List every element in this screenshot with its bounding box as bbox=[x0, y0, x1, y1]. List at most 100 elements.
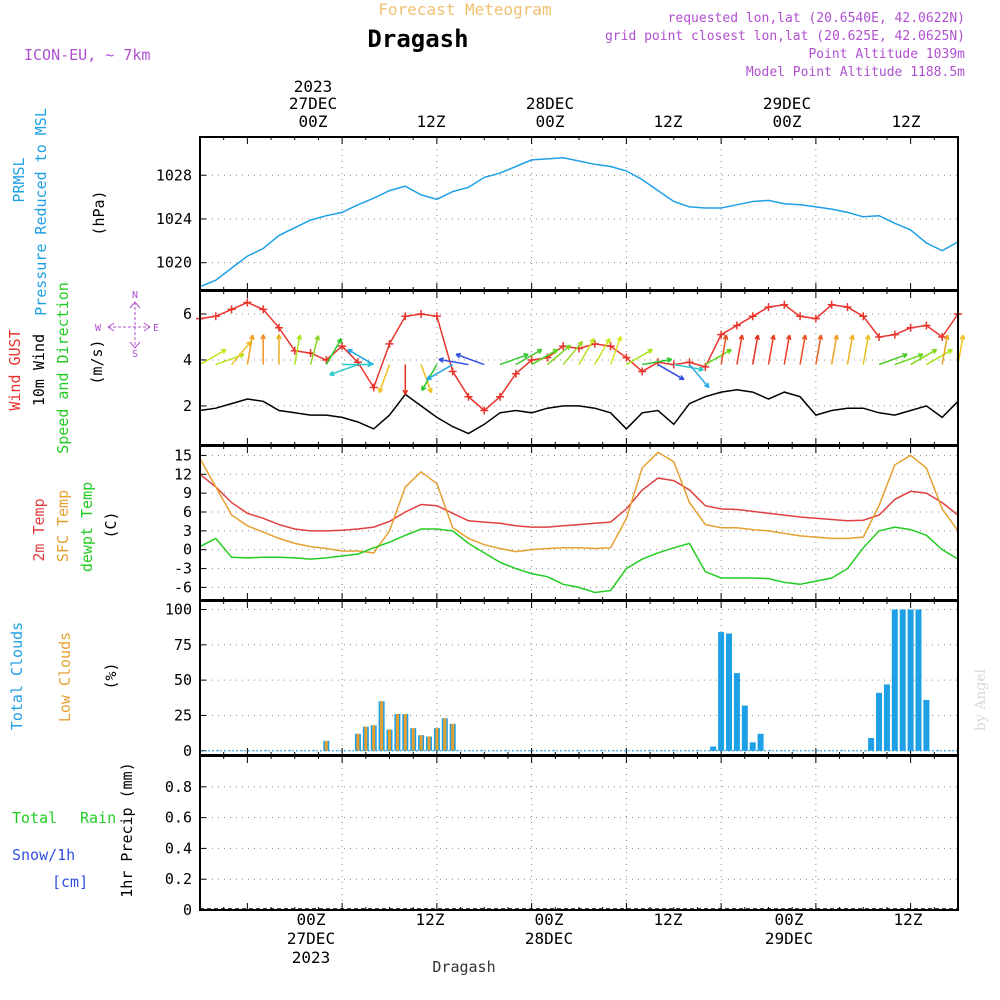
total-cloud-bar bbox=[726, 633, 732, 751]
y-tick-label: 0.4 bbox=[165, 839, 192, 857]
top-hour-label: 12Z bbox=[892, 112, 921, 131]
wind-arrow bbox=[438, 357, 469, 366]
precip-side-labels: Total Rain Snow/1h [cm] 1hr Precip (mm) bbox=[12, 762, 136, 897]
clouds-label-total: Total Clouds bbox=[8, 622, 26, 730]
pressure-label-prmsl: PRMSL bbox=[10, 157, 28, 202]
wind-arrow bbox=[704, 348, 732, 366]
top-year-label: 2023 bbox=[294, 77, 333, 96]
total-cloud-bar bbox=[915, 609, 922, 751]
clouds-label-low: Low Clouds bbox=[56, 632, 74, 722]
requested-coords: requested lon,lat (20.6540E, 42.0622N) bbox=[668, 11, 965, 26]
compass-e: E bbox=[153, 323, 159, 334]
wind-arrow bbox=[941, 334, 950, 365]
precip-label-total: Total bbox=[12, 809, 57, 827]
wind-label-speed-dir: Speed and Direction bbox=[54, 282, 72, 454]
y-tick-label: -3 bbox=[174, 560, 192, 578]
gust-marker bbox=[369, 383, 378, 392]
y-tick-label: 75 bbox=[174, 636, 192, 654]
y-tick-label: 6 bbox=[183, 305, 192, 323]
gust-marker bbox=[511, 369, 520, 378]
gust-marker bbox=[211, 312, 220, 321]
y-tick-label: 100 bbox=[165, 600, 192, 618]
gust-marker bbox=[227, 305, 236, 314]
bottom-date-label: 28DEC bbox=[525, 929, 573, 948]
low-cloud-bar bbox=[324, 740, 328, 751]
wind-arrow bbox=[294, 334, 303, 365]
wind-arrow bbox=[562, 340, 584, 366]
bottom-date-label: 29DEC bbox=[765, 929, 813, 948]
wind-label-10m: 10m Wind bbox=[30, 334, 48, 406]
total-cloud-bar bbox=[891, 609, 898, 751]
series-line bbox=[199, 389, 959, 435]
y-tick-label: 12 bbox=[174, 465, 192, 483]
gust-marker bbox=[938, 332, 947, 341]
top-hour-label: 12Z bbox=[654, 112, 683, 131]
series-line bbox=[199, 451, 959, 554]
wind-arrow bbox=[910, 348, 938, 366]
total-cloud-bar bbox=[741, 705, 748, 751]
wind-arrow bbox=[673, 363, 704, 372]
y-tick-label: 0 bbox=[183, 541, 192, 559]
wind-arrow bbox=[246, 334, 255, 365]
total-cloud-bar bbox=[899, 609, 906, 751]
gust-marker bbox=[732, 321, 741, 330]
low-cloud-bar bbox=[395, 714, 399, 751]
wind-arrow bbox=[515, 348, 543, 366]
y-tick-label: 25 bbox=[174, 706, 192, 724]
panel-frame bbox=[199, 445, 959, 601]
top-date-label: 29DEC bbox=[763, 94, 811, 113]
panel-frame bbox=[199, 136, 959, 291]
wind-arrow bbox=[926, 348, 954, 366]
wind-label-gust: Wind GUST bbox=[6, 329, 24, 410]
y-tick-label: 50 bbox=[174, 671, 192, 689]
gust-marker bbox=[796, 312, 805, 321]
wind-arrow bbox=[626, 348, 653, 366]
low-cloud-bar bbox=[372, 725, 376, 751]
gust-marker bbox=[764, 303, 773, 312]
y-tick-label: 1020 bbox=[156, 254, 192, 272]
wind-arrow bbox=[546, 344, 572, 366]
low-cloud-bar bbox=[388, 729, 391, 751]
wind-side-labels: Wind GUST 10m Wind Speed and Direction (… bbox=[6, 282, 159, 454]
wind-arrow bbox=[736, 334, 745, 365]
low-cloud-bar bbox=[403, 714, 407, 751]
total-cloud-bar bbox=[876, 692, 882, 751]
series-line bbox=[199, 473, 959, 532]
clouds-side-labels: Total Clouds Low Clouds (%) bbox=[8, 622, 120, 730]
bottom-hour-label: 00Z bbox=[297, 910, 326, 929]
gust-marker bbox=[827, 300, 836, 309]
temp-label-dewpt: dewpt Temp bbox=[78, 482, 96, 572]
wind-arrow bbox=[799, 334, 808, 365]
bottom-time-axis: 00Z 12Z 00Z 12Z 00Z 12Z 27DEC 28DEC 29DE… bbox=[287, 910, 923, 976]
clouds-unit: (%) bbox=[102, 662, 120, 689]
wind-arrow bbox=[499, 353, 529, 366]
bottom-year-label: 2023 bbox=[292, 948, 331, 967]
precip-label-rain: Rain bbox=[80, 809, 116, 827]
wind-arrow bbox=[657, 363, 685, 381]
wind-panel: 2 4 6 bbox=[183, 290, 966, 446]
gust-marker bbox=[338, 342, 347, 351]
gust-marker bbox=[638, 367, 647, 376]
gust-marker bbox=[859, 312, 868, 321]
panel-frame bbox=[199, 600, 959, 756]
gust-marker bbox=[906, 323, 915, 332]
gust-marker bbox=[259, 305, 268, 314]
temp-unit: (C) bbox=[102, 511, 120, 538]
y-tick-label: 9 bbox=[183, 484, 192, 502]
wind-arrow bbox=[260, 334, 267, 365]
y-tick-label: 1024 bbox=[156, 210, 192, 228]
gust-marker bbox=[590, 339, 599, 348]
series-line bbox=[199, 157, 959, 288]
top-date-label: 28DEC bbox=[526, 94, 574, 113]
gust-marker bbox=[496, 392, 505, 401]
temp-label-2m: 2m Temp bbox=[30, 498, 48, 561]
gust-marker bbox=[432, 312, 441, 321]
wind-arrow bbox=[199, 348, 227, 366]
bottom-date-label: 27DEC bbox=[287, 929, 335, 948]
compass-s: S bbox=[132, 349, 138, 360]
supertitle: Forecast Meteogram bbox=[378, 0, 551, 19]
y-tick-label: 6 bbox=[183, 503, 192, 521]
gust-marker bbox=[448, 367, 457, 376]
bottom-hour-label: 12Z bbox=[416, 910, 445, 929]
